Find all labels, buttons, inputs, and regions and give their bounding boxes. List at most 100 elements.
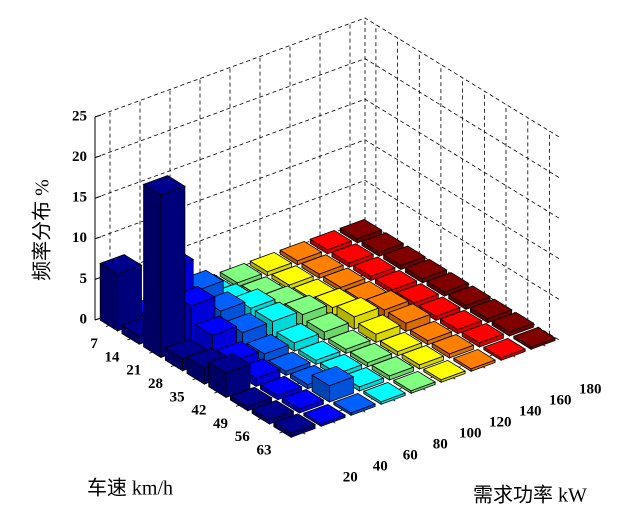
y-axis-label: 需求功率 kW [473, 484, 587, 507]
bar-face [374, 269, 418, 291]
bar [382, 245, 426, 271]
bar-face [396, 283, 440, 304]
bar-face [284, 294, 328, 316]
x-tick-label: 63 [256, 442, 271, 458]
bar-face [439, 309, 483, 331]
bar [302, 403, 347, 428]
bar [431, 334, 475, 359]
bar-face [452, 348, 497, 370]
bar-face [401, 345, 445, 366]
bar [392, 370, 437, 395]
z-tick [94, 155, 102, 159]
bar [276, 323, 320, 352]
x-tick-label: 21 [126, 363, 141, 379]
bar-face [352, 256, 396, 277]
bar [404, 258, 448, 284]
bar [362, 381, 407, 406]
grid-line [109, 111, 306, 435]
bar-face [160, 185, 186, 359]
bar [207, 353, 251, 399]
z-tick-label: 20 [72, 149, 87, 165]
y-tick-label: 40 [373, 459, 388, 475]
bar-face [302, 403, 347, 425]
y-tick-label: 80 [433, 437, 448, 453]
bar-face [387, 303, 431, 324]
bar [219, 262, 263, 288]
bar [279, 240, 323, 266]
bar [512, 326, 557, 351]
bar-face [246, 334, 290, 355]
z-tick-label: 15 [72, 190, 87, 206]
bar-face [297, 340, 341, 361]
bar [447, 285, 491, 311]
bar [336, 296, 380, 330]
x-tick-label: 7 [90, 336, 98, 352]
bar [249, 251, 293, 277]
bar-face [143, 183, 162, 359]
bar-face [349, 342, 393, 364]
bar-face [249, 251, 293, 273]
bar-face [306, 312, 350, 333]
bar-face [447, 285, 491, 306]
y-tick-label: 20 [343, 470, 358, 486]
bar-face [270, 265, 315, 286]
x-tick-label: 49 [213, 416, 228, 432]
bar [330, 243, 375, 268]
grid-line [289, 45, 486, 369]
bar-face [512, 326, 557, 348]
bar-face [357, 314, 401, 335]
y-tick-label: 140 [519, 404, 542, 420]
bar-face [251, 400, 295, 421]
bar-face [229, 386, 273, 408]
bar-face [142, 175, 186, 196]
bar-face [309, 229, 353, 251]
bar-face [330, 243, 375, 264]
grid-line [349, 23, 546, 347]
bar-face [491, 312, 535, 333]
bar [142, 175, 186, 359]
y-tick-label: 60 [403, 448, 418, 464]
bar [251, 400, 295, 425]
y-tick-label: 120 [489, 415, 512, 431]
y-tick-label: 180 [579, 382, 602, 398]
bar [469, 298, 513, 324]
bar [349, 342, 393, 368]
bar-face [322, 267, 366, 288]
z-tick-label: 0 [80, 311, 88, 327]
x-tick-label: 56 [235, 429, 251, 445]
grid-line [94, 17, 561, 139]
bar [452, 348, 497, 373]
bar-face [482, 337, 527, 359]
bar [422, 359, 467, 384]
bar-face [426, 272, 470, 293]
bar-face [254, 301, 298, 322]
bar-face [336, 296, 380, 318]
bar [409, 320, 453, 346]
bar-face [207, 353, 251, 374]
bar-face [267, 351, 311, 372]
z-tick-label: 10 [72, 230, 87, 246]
bar-face [99, 262, 118, 332]
bar [327, 329, 371, 355]
bar [379, 331, 423, 357]
bar-face [366, 290, 410, 311]
bar-face [371, 356, 415, 377]
bar [272, 413, 317, 439]
z-tick [94, 195, 102, 199]
bar-face [362, 381, 407, 403]
x-tick-label: 35 [170, 389, 185, 405]
grid-line [94, 139, 561, 260]
bar-face [404, 258, 448, 280]
bar-face [417, 296, 461, 317]
bar [311, 365, 355, 403]
bar [300, 254, 345, 279]
grid-line [169, 89, 366, 413]
z-tick-label: 25 [72, 108, 87, 124]
bar [281, 389, 325, 414]
bar [306, 312, 350, 341]
bar [99, 254, 143, 332]
bar [357, 314, 401, 344]
bar-face [422, 359, 467, 381]
bar-face [379, 331, 423, 353]
